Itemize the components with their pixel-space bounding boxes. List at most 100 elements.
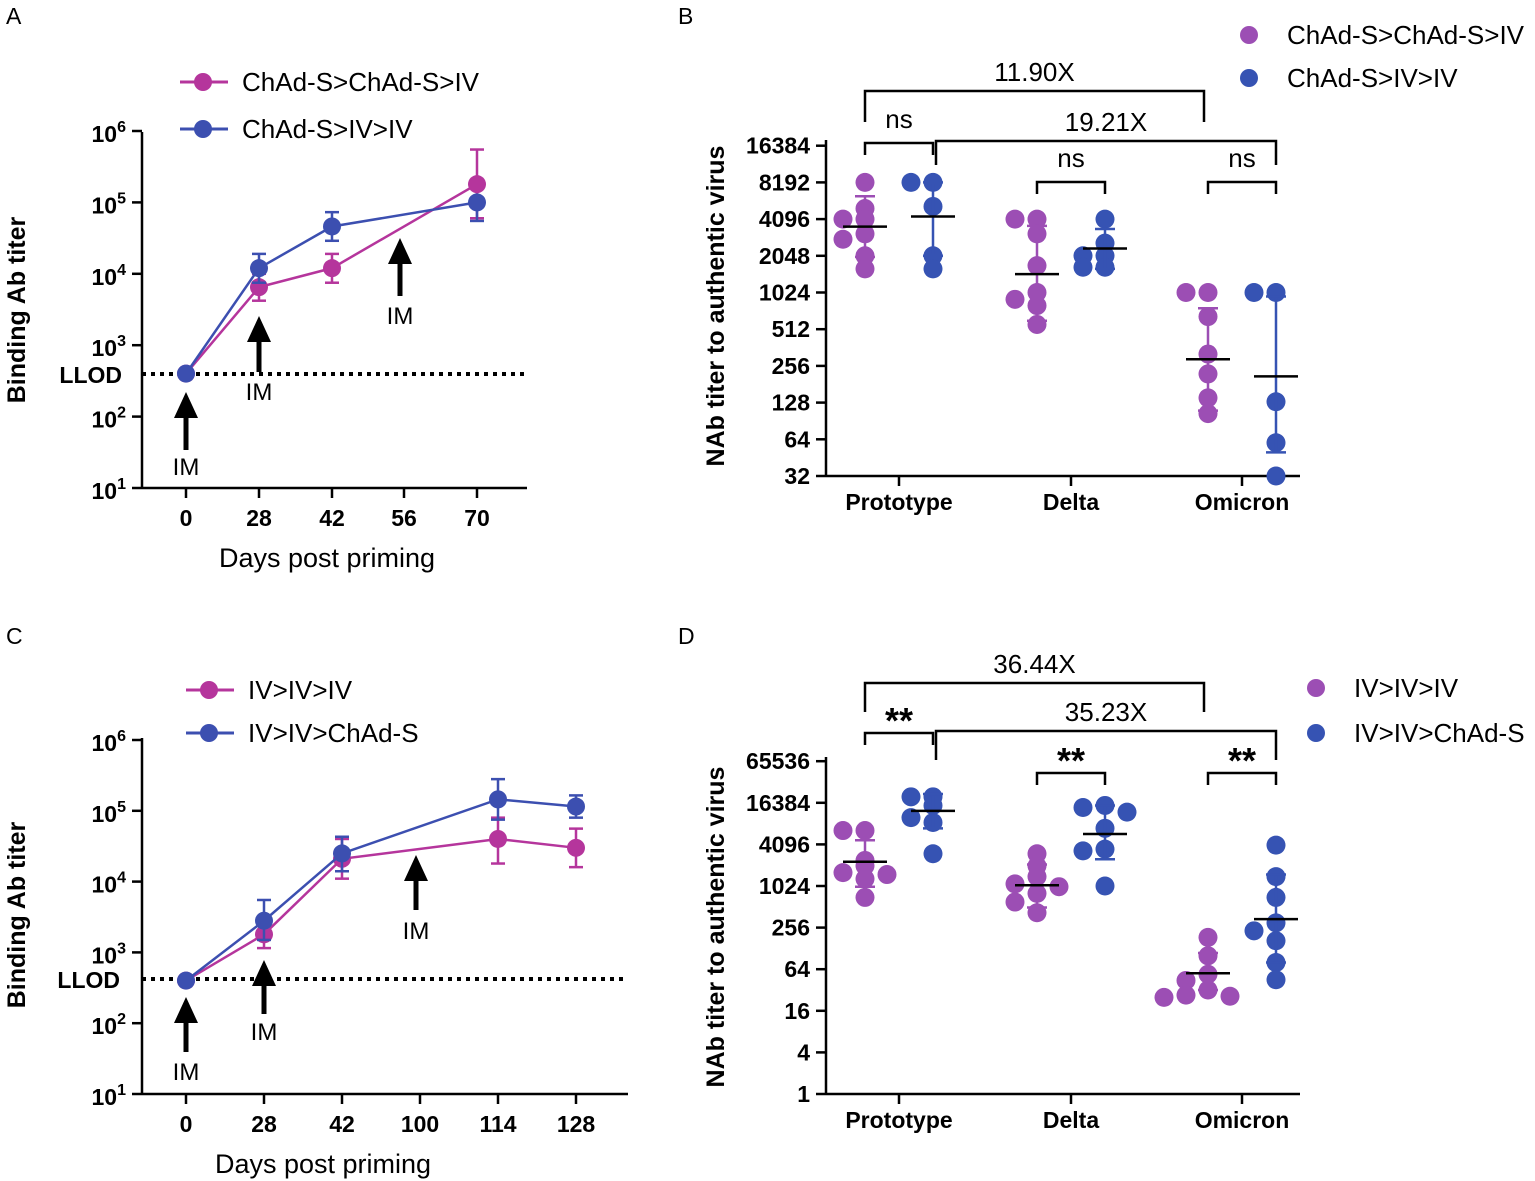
y-tick-label: 512 [772,316,810,342]
data-point [468,175,486,194]
data-point [1244,921,1264,941]
y-tick-label: 103 [92,333,127,361]
y-tick-label: 4096 [759,206,810,232]
im-arrow-head [174,997,198,1023]
pair-bracket [1035,180,1107,194]
fold-label: 11.90X [994,57,1074,87]
legend-marker-magenta [194,73,212,91]
x-tick-label: 0 [180,505,193,531]
y-tick-label: 106 [92,119,127,147]
fold-label: 35.23X [1065,697,1147,727]
legend-marker-blue [1307,724,1325,742]
im-label: IM [173,454,200,481]
panel-a: A ChAd-S>ChAd-S>IV ChAd-S>IV>IV 101 102 10… [3,3,527,573]
data-point [1005,289,1025,309]
y-tick-label: 256 [772,353,810,379]
legend-label-series-1: IV>IV>IV [248,675,353,705]
data-point [250,259,268,278]
im-label: IM [251,1019,278,1046]
x-tick-label: Prototype [845,489,952,515]
significance-label: ns [1057,143,1084,173]
data-point [1198,404,1218,424]
series-line [185,837,577,982]
y-tick-label: 1024 [759,873,810,899]
y-tick-label: 256 [772,915,810,941]
legend-label-series-1: IV>IV>IV [1354,673,1459,703]
x-tick-label: 114 [479,1111,516,1137]
panel-b: B ChAd-S>ChAd-S>IV ChAd-S>IV>IV 32 64 128 2… [678,3,1525,515]
im-label: IM [173,1059,200,1086]
x-tick-label: 128 [557,1111,596,1137]
y-tick-label: 1 [797,1081,810,1107]
series-line [185,798,577,982]
fold-label: 36.44X [993,649,1075,679]
data-point [1005,209,1025,229]
data-point [489,829,507,848]
series-line [185,183,478,375]
y-tick-label: 102 [92,1011,127,1039]
data-point [567,838,585,857]
y-tick-label: 4 [797,1039,810,1065]
x-tick-label: Prototype [845,1107,952,1133]
data-point [1005,874,1025,894]
y-tick-label: 64 [784,426,810,452]
data-point [1266,835,1286,855]
y-tick-label: 128 [772,390,811,416]
pair-bracket [863,731,935,745]
significance-label: ** [1057,740,1085,781]
panel-b-label: B [678,3,693,29]
significance-label: ns [1228,143,1255,173]
panel-a-label: A [6,3,22,29]
data-point [1244,283,1264,302]
y-tick-label: 16 [784,998,810,1024]
data-point [923,844,943,864]
y-tick-label: 104 [92,870,127,898]
y-axis-title: Binding Ab titer [3,216,31,403]
data-point [177,364,195,383]
im-arrow-head [252,960,276,986]
data-point [1176,283,1196,302]
data-point [877,865,897,885]
y-tick-label: 101 [92,1082,127,1110]
significance-label: ns [885,104,912,134]
data-point [923,259,943,279]
data-point [901,787,921,807]
data-point [177,971,195,990]
pair-bracket [863,141,935,155]
x-tick-label: Omicron [1195,1107,1290,1133]
data-point [468,193,486,212]
fold-bracket [934,139,1278,165]
legend-marker-blue [1240,69,1258,87]
llod-label: LLOD [59,362,122,388]
x-tick-label: 0 [180,1111,193,1137]
y-axis-title: NAb titer to authentic virus [702,767,730,1088]
fold-bracket [863,89,1206,122]
data-point [567,797,585,816]
data-point [1095,876,1115,896]
im-arrow-head [174,392,198,418]
y-axis-title: NAb titer to authentic virus [702,146,730,467]
x-tick-label: 100 [401,1111,439,1137]
pair-bracket [1206,771,1278,785]
pair-bracket [1206,180,1278,194]
im-label: IM [403,918,430,945]
data-point [1095,209,1115,229]
x-tick-label: 28 [251,1111,277,1137]
y-tick-label: 4096 [759,831,810,857]
panel-d-label: D [678,623,695,649]
legend-label-series-2: ChAd-S>IV>IV [1287,63,1458,93]
y-tick-label: 16384 [746,133,810,159]
y-tick-label: 105 [92,190,127,218]
x-tick-label: Delta [1043,489,1099,515]
data-point [1176,985,1196,1005]
im-label: IM [387,303,414,330]
data-point [855,259,875,279]
panel-c-label: C [6,623,23,649]
x-tick-label: 28 [246,505,272,531]
data-point [833,229,853,249]
data-point [1198,927,1218,947]
y-tick-label: 106 [92,728,127,756]
data-point [833,209,853,229]
data-point [1073,798,1093,818]
